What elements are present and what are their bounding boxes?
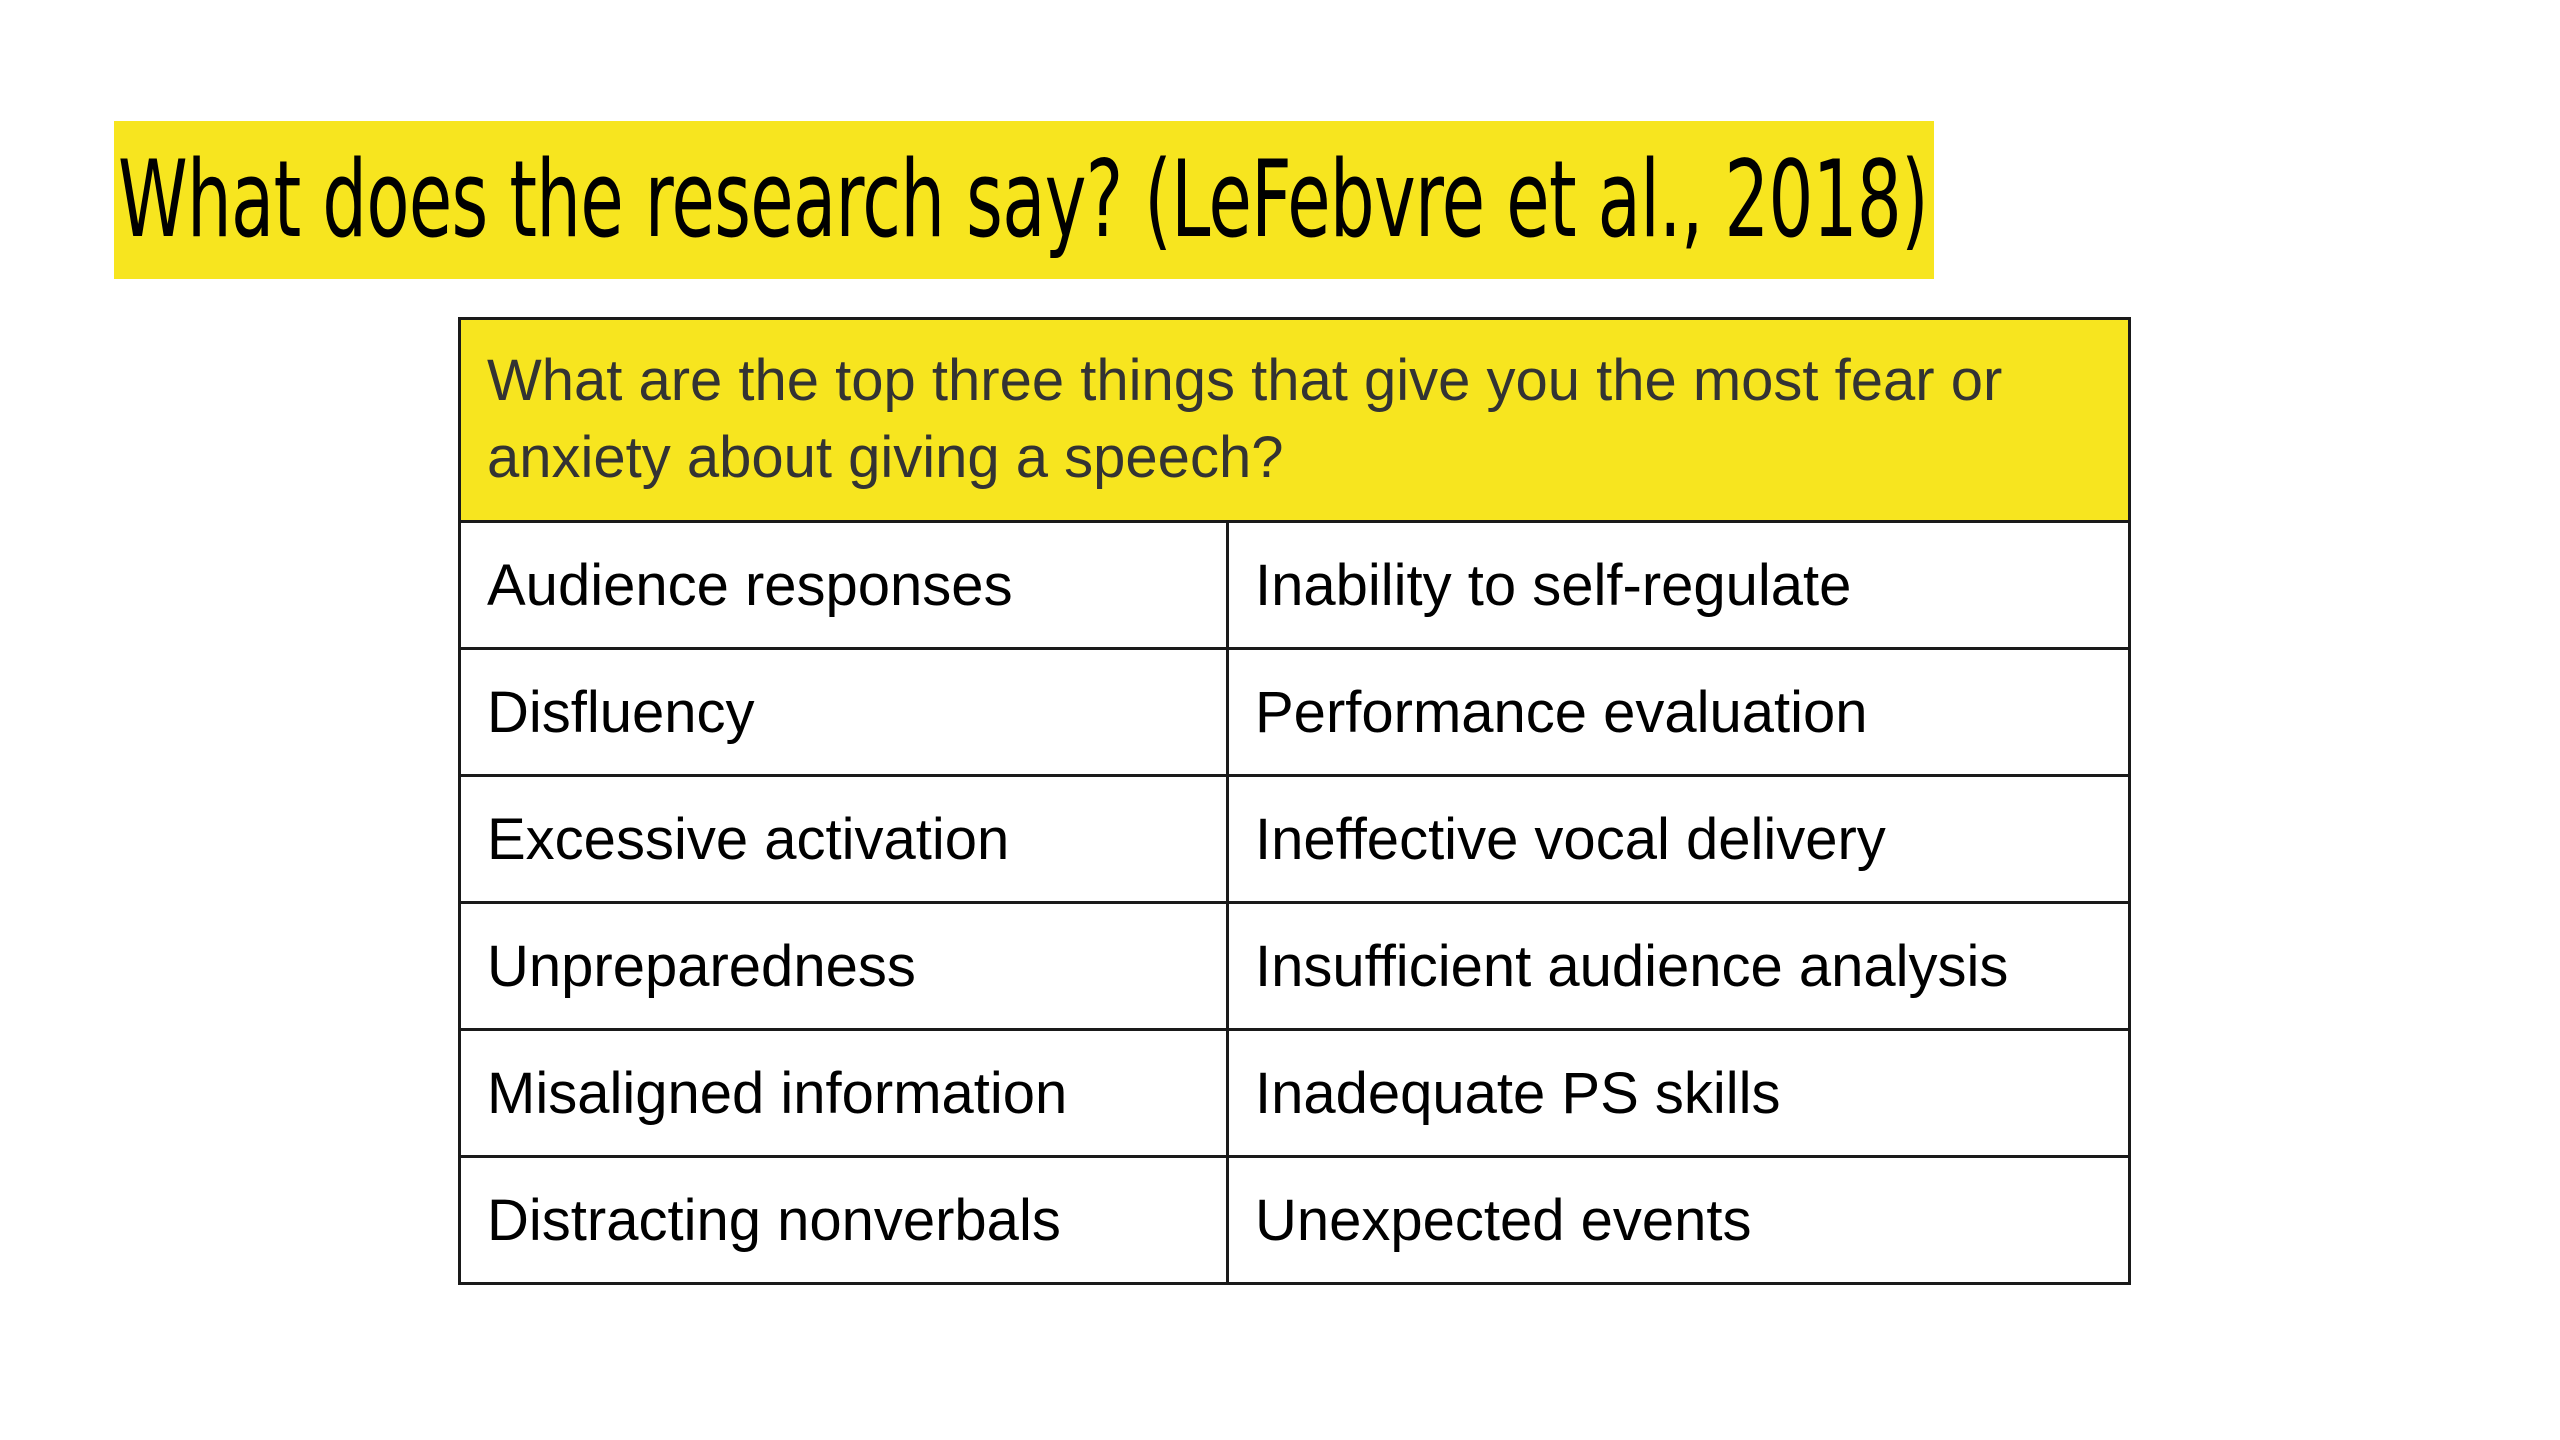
table-cell-left: Unpreparedness [458,901,1229,1031]
table-cell-left: Disfluency [458,647,1229,777]
table-header-row: What are the top three things that give … [457,317,2132,523]
table-cell-right: Inability to self-regulate [1225,520,2132,650]
table-cell-right: Unexpected events [1225,1155,2132,1285]
fear-table: What are the top three things that give … [457,317,2132,1285]
table-row: Audience responses Inability to self-reg… [458,520,2132,650]
table-cell-left: Distracting nonverbals [458,1155,1229,1285]
table-row: Misaligned information Inadequate PS ski… [458,1028,2132,1158]
table-row: Distracting nonverbals Unexpected events [458,1155,2132,1285]
slide-title: What does the research say? (LeFebvre et… [118,138,1929,261]
table-row: Excessive activation Ineffective vocal d… [458,774,2132,904]
table-cell-left: Excessive activation [458,774,1229,904]
question-cell: What are the top three things that give … [457,317,2132,523]
table-cell-right: Ineffective vocal delivery [1225,774,2132,904]
table-cell-right: Insufficient audience analysis [1225,901,2132,1031]
table-cell-right: Performance evaluation [1225,647,2132,777]
table-cell-left: Misaligned information [458,1028,1229,1158]
title-highlight: What does the research say? (LeFebvre et… [114,121,1934,279]
table-row: Unpreparedness Insufficient audience ana… [458,901,2132,1031]
table-row: Disfluency Performance evaluation [458,647,2132,777]
table-cell-right: Inadequate PS skills [1225,1028,2132,1158]
table-cell-left: Audience responses [458,520,1229,650]
